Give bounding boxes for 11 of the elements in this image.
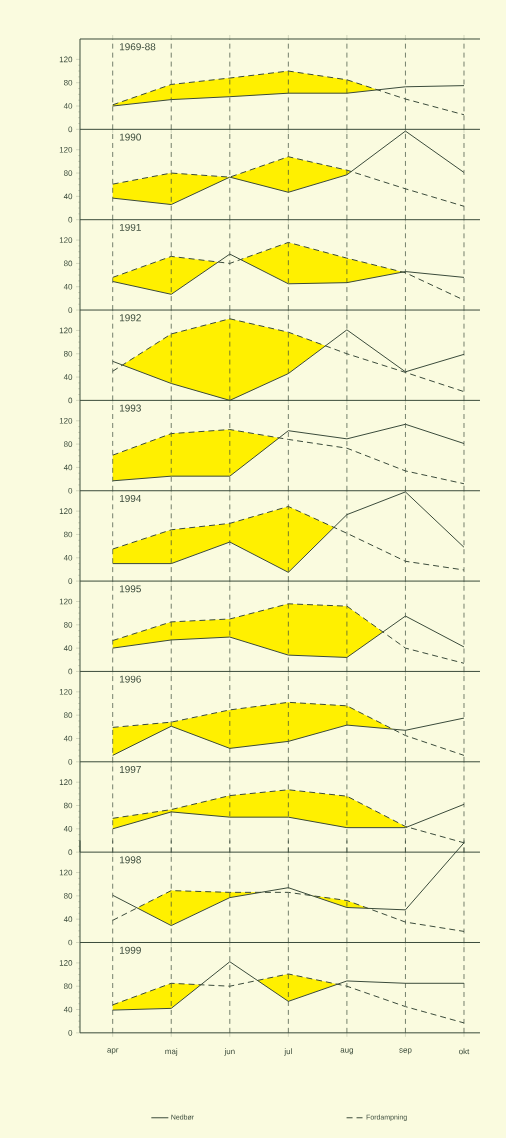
chart-title: 1999 bbox=[119, 946, 141, 954]
chart-title: 1991 bbox=[119, 223, 141, 231]
chart-title: 1992 bbox=[119, 314, 141, 322]
chart-title: 1996 bbox=[119, 675, 141, 683]
chart-title: 1997 bbox=[119, 765, 141, 774]
chart-title: 1995 bbox=[119, 585, 141, 593]
chart-title: 1990 bbox=[119, 133, 141, 141]
chart-title: 1993 bbox=[119, 404, 141, 412]
text: 1998 bbox=[119, 856, 141, 864]
chart-title: 1969-88 bbox=[119, 43, 156, 51]
chart-title: 1994 bbox=[119, 494, 142, 502]
